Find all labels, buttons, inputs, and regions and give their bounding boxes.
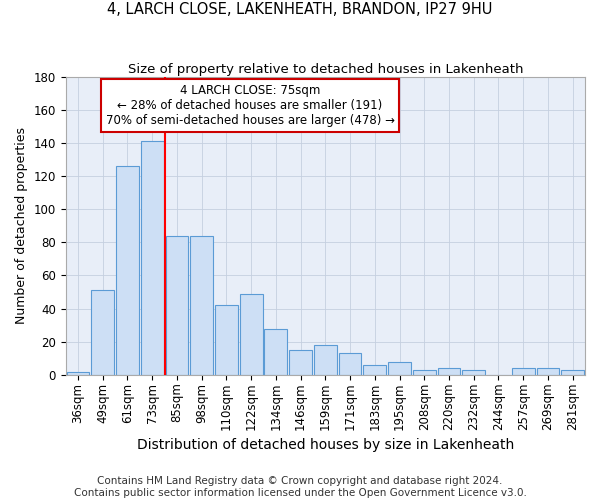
Bar <box>338 354 361 375</box>
Bar <box>388 362 411 375</box>
Y-axis label: Number of detached properties: Number of detached properties <box>15 128 28 324</box>
Bar <box>141 142 164 375</box>
Bar <box>463 370 485 375</box>
Bar <box>512 368 535 375</box>
Text: 4, LARCH CLOSE, LAKENHEATH, BRANDON, IP27 9HU: 4, LARCH CLOSE, LAKENHEATH, BRANDON, IP2… <box>107 2 493 18</box>
X-axis label: Distribution of detached houses by size in Lakenheath: Distribution of detached houses by size … <box>137 438 514 452</box>
Bar <box>265 328 287 375</box>
Bar <box>413 370 436 375</box>
Bar <box>536 368 559 375</box>
Bar <box>190 236 213 375</box>
Bar <box>240 294 263 375</box>
Bar <box>289 350 312 375</box>
Bar <box>215 306 238 375</box>
Text: 4 LARCH CLOSE: 75sqm
← 28% of detached houses are smaller (191)
70% of semi-deta: 4 LARCH CLOSE: 75sqm ← 28% of detached h… <box>106 84 395 127</box>
Text: Contains HM Land Registry data © Crown copyright and database right 2024.
Contai: Contains HM Land Registry data © Crown c… <box>74 476 526 498</box>
Bar <box>91 290 114 375</box>
Bar <box>314 345 337 375</box>
Bar <box>166 236 188 375</box>
Bar <box>67 372 89 375</box>
Title: Size of property relative to detached houses in Lakenheath: Size of property relative to detached ho… <box>128 62 523 76</box>
Bar <box>364 365 386 375</box>
Bar <box>561 370 584 375</box>
Bar <box>437 368 460 375</box>
Bar <box>116 166 139 375</box>
